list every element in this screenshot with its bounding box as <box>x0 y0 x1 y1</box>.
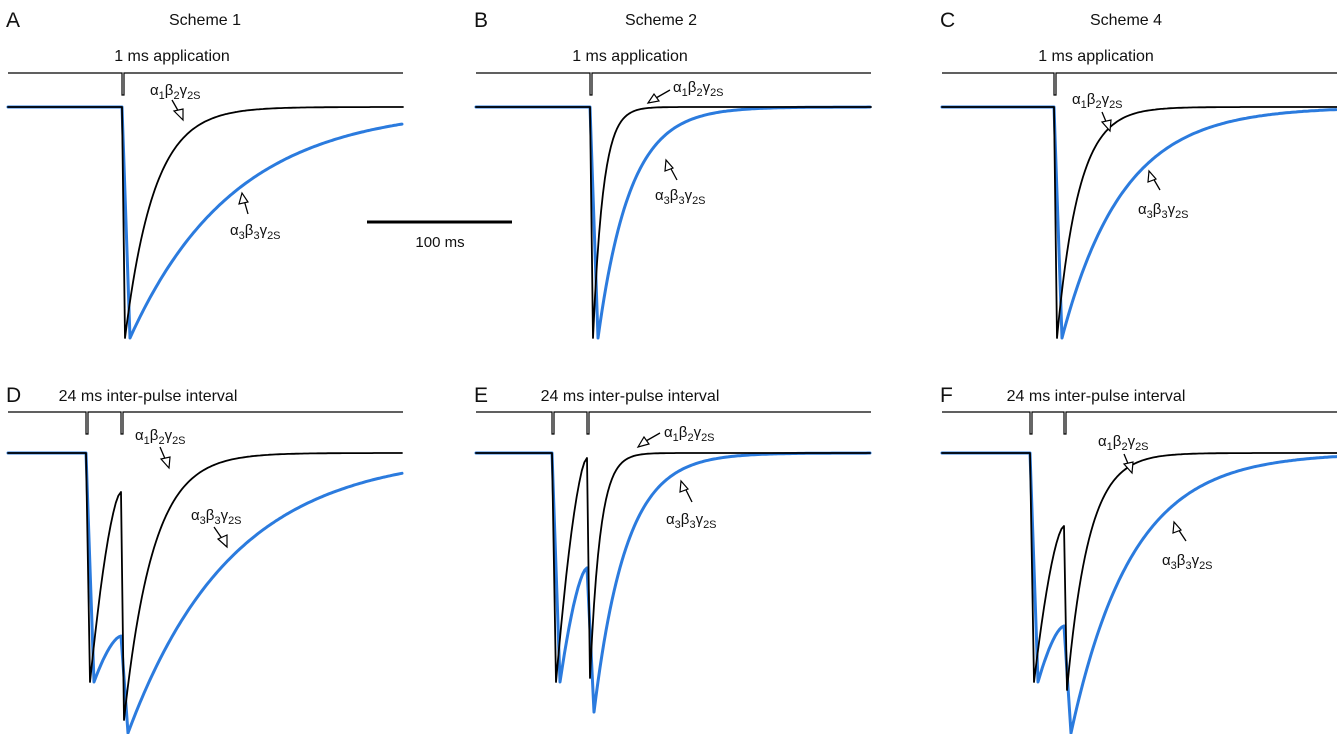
alpha3-trace-d <box>6 451 404 734</box>
stimulus-trace-b <box>476 72 871 96</box>
alpha3-annotation-b: α3β3γ2S <box>655 158 706 207</box>
alpha1-label-d: α1β2γ2S <box>135 427 186 447</box>
panel-d: D 24 ms inter-pulse interval α1β2γ2S α3β… <box>6 384 404 734</box>
stimulus-trace-c <box>942 72 1337 96</box>
alpha1-trace-c <box>941 106 1337 339</box>
panel-f: F 24 ms inter-pulse interval α1β2γ2S α3β… <box>940 384 1337 734</box>
panel-c: C Scheme 4 1 ms application α1β2γ2S α3β3… <box>940 9 1337 340</box>
alpha1-trace-a <box>7 106 404 339</box>
stimulus-trace-a <box>8 72 403 96</box>
alpha3-annotation-e: α3β3γ2S <box>666 479 717 531</box>
protocol-label-f: 24 ms inter-pulse interval <box>1007 388 1186 405</box>
protocol-label-b: 1 ms application <box>572 48 688 65</box>
panel-e: E 24 ms inter-pulse interval α1β2γ2S α3β… <box>474 384 872 714</box>
alpha1-arrowhead-a <box>172 108 184 122</box>
alpha1-arrowhead-c <box>1100 119 1112 133</box>
alpha3-label-d: α3β3γ2S <box>191 507 242 527</box>
panel-a: A Scheme 1 1 ms application α1β2γ2S α3β3… <box>6 9 512 340</box>
alpha3-arrowhead-d <box>216 534 228 549</box>
stimulus-trace-e <box>476 411 871 435</box>
alpha3-label-f: α3β3γ2S <box>1162 552 1213 572</box>
alpha3-arrowhead-a <box>238 191 249 205</box>
stimulus-trace-d <box>8 411 403 435</box>
alpha3-annotation-f: α3β3γ2S <box>1162 520 1213 572</box>
panel-b: B Scheme 2 1 ms application α1β2γ2S α3β3… <box>474 9 872 340</box>
alpha1-annotation-c: α1β2γ2S <box>1072 91 1123 133</box>
alpha3-annotation-a: α3β3γ2S <box>230 191 281 242</box>
alpha1-arrowhead-d <box>159 456 171 470</box>
panel-title-b: Scheme 2 <box>625 12 697 29</box>
alpha3-label-b: α3β3γ2S <box>655 187 706 207</box>
alpha1-annotation-d: α1β2γ2S <box>135 427 186 470</box>
alpha3-arrowhead-b <box>664 158 675 172</box>
alpha1-arrow-e <box>645 432 661 442</box>
alpha3-trace-f <box>940 451 1337 734</box>
alpha3-label-a: α3β3γ2S <box>230 222 281 242</box>
protocol-label-a: 1 ms application <box>114 48 230 65</box>
alpha1-label-e: α1β2γ2S <box>664 424 715 444</box>
alpha3-annotation-d: α3β3γ2S <box>191 507 242 549</box>
alpha1-trace-e <box>475 452 871 683</box>
alpha1-label-c: α1β2γ2S <box>1072 91 1123 111</box>
alpha1-label-f: α1β2γ2S <box>1098 433 1149 453</box>
alpha1-arrowhead-f <box>1122 461 1134 475</box>
scale-bar-label: 100 ms <box>415 234 464 251</box>
alpha1-arrowhead-e <box>636 435 650 448</box>
alpha3-trace-c <box>940 105 1337 340</box>
panel-title-a: Scheme 1 <box>169 12 241 29</box>
alpha3-arrowhead-c <box>1147 169 1158 183</box>
alpha3-arrowhead-e <box>679 479 690 493</box>
alpha1-annotation-b: α1β2γ2S <box>646 79 724 104</box>
alpha1-arrowhead-b <box>646 92 661 104</box>
alpha1-arrow-b <box>655 89 671 99</box>
alpha3-label-e: α3β3γ2S <box>666 511 717 531</box>
panel-label-e: E <box>474 384 488 407</box>
panel-label-f: F <box>940 384 953 407</box>
alpha3-trace-a <box>6 105 404 340</box>
panel-label-c: C <box>940 9 955 32</box>
alpha1-trace-f <box>941 452 1337 691</box>
alpha1-trace-b <box>475 106 872 339</box>
alpha1-label-a: α1β2γ2S <box>150 82 201 102</box>
alpha1-annotation-e: α1β2γ2S <box>636 424 715 448</box>
panel-label-d: D <box>6 384 21 407</box>
alpha1-annotation-f: α1β2γ2S <box>1098 433 1149 475</box>
alpha3-arrow-e <box>684 487 693 503</box>
panel-label-b: B <box>474 9 488 32</box>
panel-label-a: A <box>6 9 20 32</box>
stimulus-trace-f <box>942 411 1337 435</box>
alpha1-label-b: α1β2γ2S <box>673 79 724 99</box>
alpha1-trace-d <box>7 452 403 721</box>
protocol-label-d: 24 ms inter-pulse interval <box>59 388 238 405</box>
alpha3-trace-b <box>474 105 872 340</box>
alpha3-annotation-c: α3β3γ2S <box>1138 169 1189 221</box>
scale-bar: 100 ms <box>367 220 512 251</box>
protocol-label-e: 24 ms inter-pulse interval <box>541 388 720 405</box>
alpha3-trace-e <box>474 451 872 714</box>
alpha3-label-c: α3β3γ2S <box>1138 201 1189 221</box>
protocol-label-c: 1 ms application <box>1038 48 1154 65</box>
alpha3-arrowhead-f <box>1172 520 1183 534</box>
alpha1-annotation-a: α1β2γ2S <box>150 82 201 122</box>
panel-title-c: Scheme 4 <box>1090 12 1162 29</box>
